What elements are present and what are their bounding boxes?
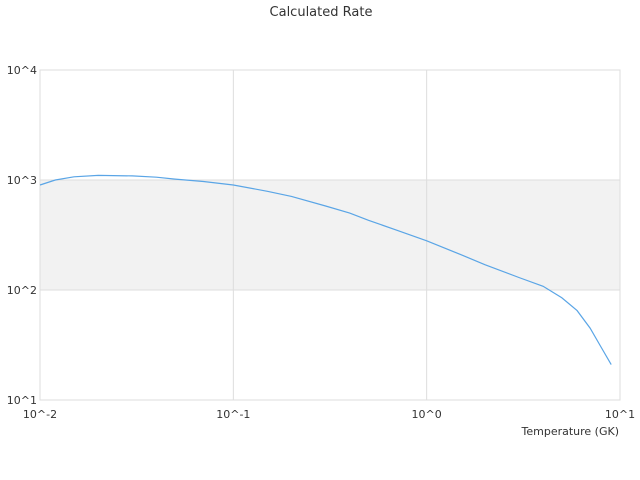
plot-frame — [39, 69, 621, 401]
plot-area: 10^1 10^2 10^3 10^4 10^-2 10^-1 10^0 10^1 — [7, 64, 635, 421]
x-tick-label: 10^1 — [605, 408, 635, 421]
y-tick-label: 10^1 — [7, 394, 37, 407]
chart-title: Calculated Rate — [270, 5, 373, 20]
y-tick-label: 10^3 — [7, 174, 37, 187]
shaded-band — [40, 180, 620, 290]
x-tick-label: 10^0 — [412, 408, 442, 421]
y-tick-label: 10^4 — [7, 64, 37, 77]
x-axis-label: Temperature (GK) — [521, 425, 620, 438]
y-tick-label: 10^2 — [7, 284, 37, 297]
x-tick-label: 10^-1 — [216, 408, 250, 421]
series-line — [39, 174, 612, 365]
x-tick-label: 10^-2 — [23, 408, 57, 421]
